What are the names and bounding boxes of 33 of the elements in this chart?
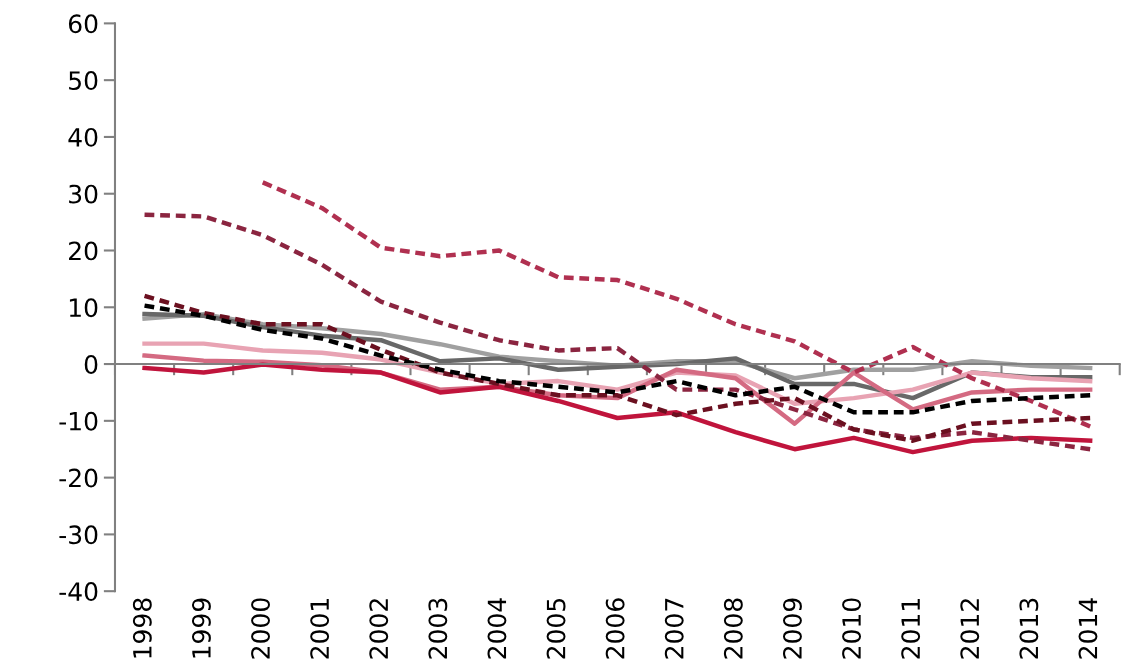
y-tick-label: 10 (69, 298, 98, 318)
x-tick-label: 2001 (310, 599, 330, 659)
y-tick-label: -30 (59, 525, 98, 545)
line-series (142, 303, 1093, 415)
x-tick-label: 1998 (132, 598, 152, 658)
y-tick-label: 50 (69, 71, 98, 91)
x-tick-label: 2009 (783, 598, 802, 659)
y-tick-label: -10 (59, 411, 98, 431)
y-tick-label: 0 (84, 355, 98, 374)
x-tick-label: 2011 (901, 599, 921, 659)
x-tick-label: 2007 (664, 598, 684, 659)
x-tick-label: 2000 (251, 598, 270, 659)
x-tick-label: 2002 (369, 599, 389, 659)
y-tick-label: 40 (68, 127, 98, 147)
x-tick-label: 2014 (1078, 598, 1098, 659)
y-tick-label: -20 (59, 468, 98, 488)
x-tick-label: 2010 (842, 598, 862, 659)
x-tick-label: 2003 (428, 598, 448, 659)
y-tick-label: 60 (68, 14, 98, 34)
x-tick-label: 2006 (605, 598, 625, 659)
line-series (260, 180, 1093, 429)
line-series (142, 362, 1093, 455)
y-tick-label: -40 (59, 582, 98, 602)
x-tick-label: 2004 (487, 598, 507, 659)
y-tick-label: 30 (69, 184, 98, 204)
x-tick-label: 2013 (1019, 598, 1039, 659)
y-tick-label: 20 (69, 241, 98, 261)
line-series (142, 212, 1093, 452)
x-tick-label: 2005 (546, 598, 566, 659)
x-tick-label: 2008 (723, 598, 743, 659)
line-series (142, 293, 1093, 443)
x-tick-label: 1999 (191, 598, 211, 658)
x-tick-label: 2012 (960, 599, 980, 659)
